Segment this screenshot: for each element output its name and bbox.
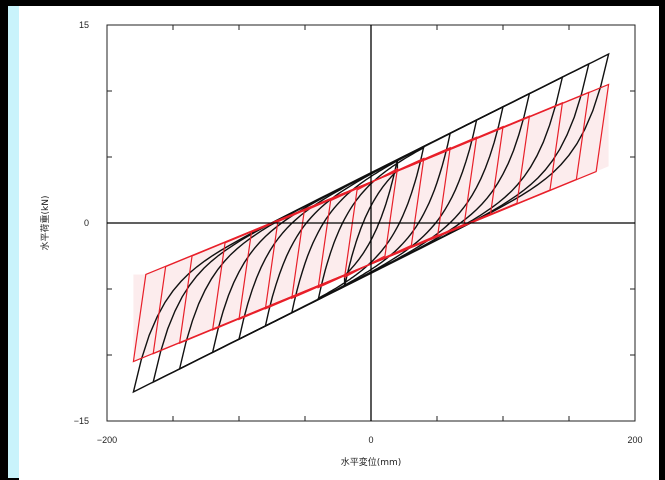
x-axis-title: 水平変位(mm): [341, 456, 402, 468]
y-tick-label: 15: [79, 20, 89, 30]
model-loops: [132, 83, 610, 363]
minor-ticks: [107, 25, 635, 421]
x-tick-label: 200: [627, 435, 642, 445]
chart-paper: [19, 6, 659, 480]
tick-labels: −200 0 200 −15 0 15: [74, 20, 643, 445]
x-tick-label: −200: [97, 435, 117, 445]
experiment-loop-180: [132, 52, 610, 394]
x-tick-label: 0: [368, 435, 373, 445]
y-axis-title: 水平荷重(kN): [39, 196, 51, 251]
experiment-loops: [132, 52, 610, 394]
y-tick-label: 0: [84, 218, 89, 228]
y-tick-label: −15: [74, 416, 89, 426]
model-loop-180: [132, 83, 610, 363]
